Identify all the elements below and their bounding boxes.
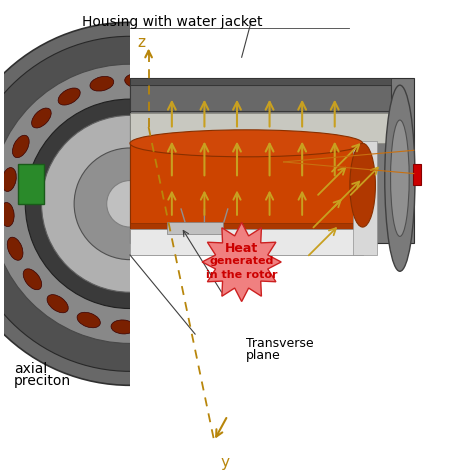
Text: Housing with water jacket: Housing with water jacket bbox=[82, 15, 262, 29]
FancyBboxPatch shape bbox=[130, 143, 363, 227]
FancyBboxPatch shape bbox=[130, 229, 363, 255]
Ellipse shape bbox=[167, 70, 214, 86]
Ellipse shape bbox=[77, 312, 100, 328]
Ellipse shape bbox=[237, 147, 253, 171]
Ellipse shape bbox=[130, 130, 363, 157]
Text: generated: generated bbox=[210, 256, 274, 266]
FancyBboxPatch shape bbox=[130, 78, 414, 243]
Ellipse shape bbox=[209, 280, 228, 300]
Ellipse shape bbox=[23, 269, 42, 290]
Ellipse shape bbox=[32, 108, 51, 128]
Polygon shape bbox=[130, 57, 414, 78]
Ellipse shape bbox=[111, 320, 135, 334]
Ellipse shape bbox=[12, 135, 29, 158]
Ellipse shape bbox=[2, 168, 16, 191]
FancyBboxPatch shape bbox=[326, 59, 372, 78]
Ellipse shape bbox=[326, 70, 372, 86]
Wedge shape bbox=[74, 148, 186, 260]
FancyBboxPatch shape bbox=[18, 164, 44, 204]
Ellipse shape bbox=[160, 80, 183, 95]
Text: Transverse: Transverse bbox=[246, 337, 314, 350]
Ellipse shape bbox=[90, 76, 114, 91]
Text: Heat: Heat bbox=[225, 242, 258, 255]
Ellipse shape bbox=[391, 120, 409, 237]
Ellipse shape bbox=[218, 118, 237, 139]
Polygon shape bbox=[202, 222, 281, 301]
Ellipse shape bbox=[47, 295, 68, 313]
Ellipse shape bbox=[125, 73, 149, 88]
Wedge shape bbox=[25, 99, 235, 309]
FancyBboxPatch shape bbox=[130, 113, 391, 143]
Ellipse shape bbox=[223, 70, 270, 86]
Wedge shape bbox=[0, 22, 311, 385]
Ellipse shape bbox=[244, 216, 258, 240]
Ellipse shape bbox=[58, 88, 80, 105]
Ellipse shape bbox=[385, 85, 415, 271]
FancyBboxPatch shape bbox=[130, 223, 363, 232]
Ellipse shape bbox=[167, 50, 214, 67]
FancyBboxPatch shape bbox=[130, 78, 391, 85]
FancyBboxPatch shape bbox=[130, 4, 456, 399]
FancyArrowPatch shape bbox=[224, 209, 228, 222]
FancyArrowPatch shape bbox=[181, 209, 185, 222]
Wedge shape bbox=[0, 36, 298, 371]
Polygon shape bbox=[130, 243, 414, 255]
Ellipse shape bbox=[223, 50, 270, 67]
Wedge shape bbox=[42, 115, 219, 292]
FancyBboxPatch shape bbox=[167, 59, 214, 78]
Wedge shape bbox=[107, 181, 153, 227]
Text: z: z bbox=[137, 35, 146, 50]
Ellipse shape bbox=[231, 250, 247, 273]
Wedge shape bbox=[0, 64, 270, 344]
FancyBboxPatch shape bbox=[279, 59, 326, 78]
Ellipse shape bbox=[0, 202, 14, 227]
Text: in the rotor: in the rotor bbox=[206, 270, 277, 280]
Ellipse shape bbox=[350, 143, 375, 227]
Ellipse shape bbox=[279, 70, 326, 86]
FancyBboxPatch shape bbox=[130, 78, 414, 243]
Ellipse shape bbox=[326, 50, 372, 67]
Text: y: y bbox=[221, 455, 230, 470]
Ellipse shape bbox=[146, 317, 170, 331]
Ellipse shape bbox=[7, 237, 23, 260]
Ellipse shape bbox=[191, 95, 213, 113]
FancyBboxPatch shape bbox=[353, 141, 377, 255]
Ellipse shape bbox=[395, 57, 432, 253]
Ellipse shape bbox=[246, 181, 260, 205]
FancyBboxPatch shape bbox=[413, 164, 421, 185]
Text: preciton: preciton bbox=[14, 374, 71, 388]
Text: axial: axial bbox=[14, 362, 47, 376]
FancyBboxPatch shape bbox=[167, 222, 223, 234]
FancyBboxPatch shape bbox=[130, 85, 391, 111]
Text: plane: plane bbox=[246, 348, 281, 362]
Ellipse shape bbox=[279, 50, 326, 67]
Ellipse shape bbox=[180, 302, 202, 319]
FancyBboxPatch shape bbox=[223, 59, 270, 78]
